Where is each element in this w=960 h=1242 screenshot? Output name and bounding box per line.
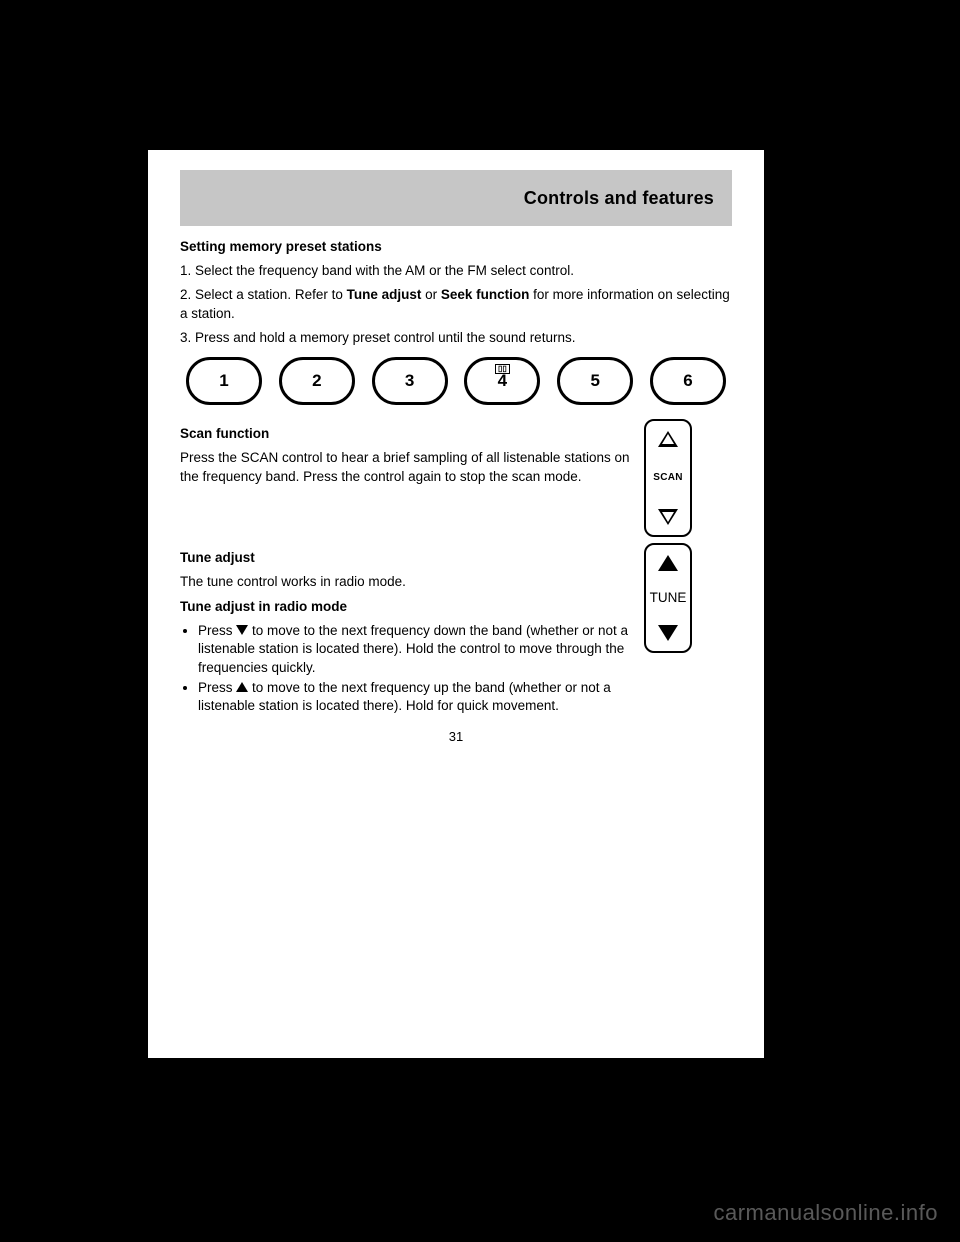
scan-heading: Scan function [180, 426, 269, 441]
tune-label: TUNE [650, 589, 687, 607]
scan-button[interactable]: SCAN [644, 419, 692, 537]
chevron-down-icon [658, 509, 678, 525]
tune-intro: The tune control works in radio mode. [180, 573, 630, 591]
tune-bullets: Press to move to the next frequency down… [180, 622, 630, 716]
preset-6[interactable]: 6 [650, 357, 726, 405]
section-header: Controls and features [180, 170, 732, 226]
tune-subheading: Tune adjust in radio mode [180, 599, 347, 614]
tune-heading: Tune adjust [180, 550, 255, 565]
watermark: carmanualsonline.info [713, 1200, 938, 1226]
step-2: 2. Select a station. Refer to Tune adjus… [180, 286, 732, 322]
tune-bullet-down: Press to move to the next frequency down… [198, 622, 630, 677]
tune-bullet-up: Press to move to the next frequency up t… [198, 679, 630, 716]
tune-text: Tune adjust The tune control works in ra… [180, 543, 630, 719]
manual-page: Controls and features Setting memory pre… [148, 150, 764, 1058]
scan-label: SCAN [653, 471, 683, 485]
body-content: Setting memory preset stations 1. Select… [180, 238, 732, 745]
preset-heading: Setting memory preset stations [180, 238, 732, 256]
step-1: 1. Select the frequency band with the AM… [180, 262, 732, 280]
tune-section: Tune adjust The tune control works in ra… [180, 543, 732, 719]
triangle-down-icon [658, 625, 678, 641]
scan-section: Scan function Press the SCAN control to … [180, 419, 732, 537]
preset-2[interactable]: 2 [279, 357, 355, 405]
preset-4[interactable]: ▯▯ 4 [464, 357, 540, 405]
scan-paragraph: Press the SCAN control to hear a brief s… [180, 449, 630, 485]
triangle-up-icon [658, 555, 678, 571]
scan-text: Scan function Press the SCAN control to … [180, 419, 630, 492]
page-number: 31 [180, 728, 732, 746]
step-3: 3. Press and hold a memory preset contro… [180, 329, 732, 347]
chevron-up-icon [658, 431, 678, 447]
preset-1[interactable]: 1 [186, 357, 262, 405]
preset-3[interactable]: 3 [372, 357, 448, 405]
dolby-icon: ▯▯ [495, 364, 510, 374]
tune-button[interactable]: TUNE [644, 543, 692, 653]
preset-5[interactable]: 5 [557, 357, 633, 405]
section-title: Controls and features [524, 188, 714, 209]
preset-buttons-row: 1 2 3 ▯▯ 4 5 6 [186, 357, 726, 405]
